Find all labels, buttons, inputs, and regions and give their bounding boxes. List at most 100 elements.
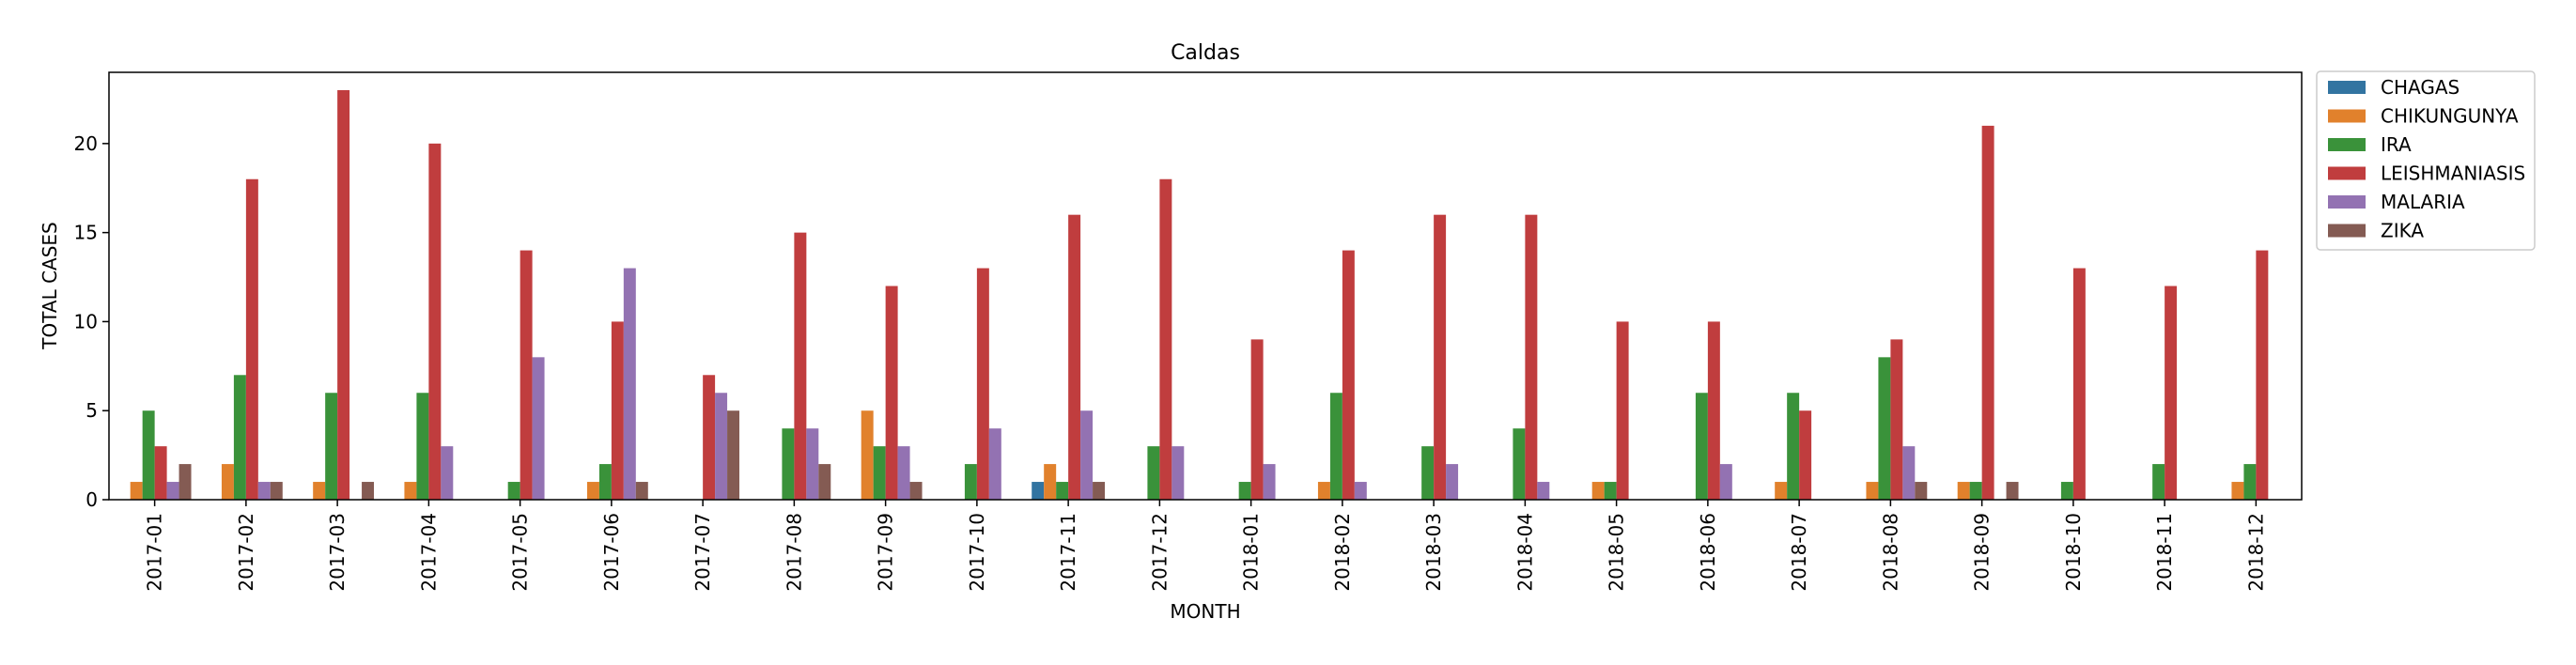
x-tick-label: 2017-12: [1148, 513, 1171, 592]
legend-swatch-zika: [2328, 224, 2366, 238]
bar-zika-2018-09: [2006, 482, 2019, 500]
x-tick-label: 2017-10: [966, 513, 988, 592]
bar-leishmaniasis-2018-12: [2256, 250, 2269, 500]
bar-chikungunya-2018-05: [1591, 482, 1605, 500]
y-tick-label: 20: [74, 132, 98, 155]
bar-ira-2017-12: [1147, 446, 1160, 501]
y-tick-label: 15: [74, 222, 98, 244]
bar-ira-2017-06: [598, 464, 612, 500]
bar-zika-2017-07: [727, 410, 740, 500]
bar-ira-2017-09: [873, 446, 886, 501]
bar-leishmaniasis-2017-09: [885, 286, 898, 500]
bar-malaria-2017-06: [623, 268, 636, 500]
legend: CHAGAS CHIKUNGUNYA IRA LEISHMANIASIS MALARIA…: [2316, 70, 2536, 251]
bar-chikungunya-2018-09: [1957, 482, 1970, 500]
x-tick-label: 2018-03: [1422, 513, 1445, 592]
bar-chikungunya-2017-04: [404, 482, 417, 500]
bar-leishmaniasis-2017-02: [245, 178, 258, 500]
bar-leishmaniasis-2017-05: [520, 250, 533, 500]
legend-frame: [2316, 70, 2536, 251]
bar-zika-2017-02: [270, 482, 283, 500]
bar-chagas-2017-11: [1032, 482, 1045, 500]
x-tick-label: 2017-02: [235, 513, 257, 592]
legend-swatch-chagas: [2328, 81, 2366, 94]
bar-leishmaniasis-2018-08: [1890, 339, 1903, 501]
bar-ira-2018-10: [2060, 482, 2073, 500]
bar-leishmaniasis-2018-02: [1342, 250, 1355, 500]
bar-ira-2018-09: [1969, 482, 1982, 500]
bar-malaria-2018-01: [1263, 464, 1276, 500]
bar-ira-2017-02: [233, 375, 246, 500]
bar-leishmaniasis-2018-09: [1981, 125, 1994, 501]
x-tick-label: 2017-03: [326, 513, 349, 592]
bar-ira-2017-05: [507, 482, 520, 500]
bar-chikungunya-2017-06: [586, 482, 599, 500]
bar-ira-2018-03: [1421, 446, 1435, 501]
y-tick-label: 0: [85, 488, 98, 511]
bar-malaria-2017-08: [806, 428, 819, 500]
bar-malaria-2018-06: [1719, 464, 1732, 500]
x-tick-label: 2018-06: [1697, 513, 1719, 592]
y-tick-label: 10: [74, 310, 98, 332]
bar-leishmaniasis-2018-11: [2165, 286, 2178, 500]
bar-malaria-2017-10: [988, 428, 1001, 500]
x-tick-label: 2018-09: [1971, 513, 1994, 592]
bar-zika-2017-01: [178, 464, 192, 500]
bar-chikungunya-2018-07: [1775, 482, 1788, 500]
bar-zika-2017-08: [818, 464, 831, 500]
bar-chikungunya-2017-01: [130, 482, 143, 500]
legend-label-chikungunya: CHIKUNGUNYA: [2381, 105, 2519, 128]
bar-ira-2017-11: [1056, 482, 1069, 500]
bar-ira-2018-06: [1695, 393, 1708, 500]
bar-leishmaniasis-2017-07: [703, 375, 716, 500]
chart-title: Caldas: [1171, 41, 1240, 65]
bar-ira-2018-05: [1604, 482, 1617, 500]
bar-chikungunya-2017-11: [1044, 464, 1057, 500]
bar-ira-2018-07: [1787, 393, 1800, 500]
legend-swatch-malaria: [2328, 195, 2366, 209]
x-tick-label: 2018-02: [1331, 513, 1354, 592]
bar-malaria-2017-09: [897, 446, 910, 501]
bar-malaria-2017-05: [532, 357, 545, 500]
x-axis-label: MONTH: [1170, 600, 1240, 623]
legend-swatch-ira: [2328, 138, 2366, 151]
bars-layer: [130, 89, 2269, 501]
bar-ira-2017-04: [416, 393, 429, 500]
bar-leishmaniasis-2018-06: [1707, 321, 1720, 500]
bar-zika-2017-11: [1093, 482, 1106, 500]
x-tick-label: 2018-01: [1240, 513, 1263, 592]
bar-chikungunya-2017-09: [861, 410, 874, 500]
bar-chikungunya-2017-02: [221, 464, 234, 500]
legend-swatch-chikungunya: [2328, 109, 2366, 123]
x-axis: 2017-01 2017-02 2017-03 2017-04 2017-05 2017-…: [144, 500, 2267, 592]
bar-malaria-2018-04: [1537, 482, 1550, 500]
x-tick-label: 2018-11: [2153, 513, 2176, 592]
legend-swatch-leishmaniasis: [2328, 166, 2366, 180]
bar-malaria-2017-07: [715, 393, 728, 500]
y-tick-label: 5: [85, 399, 98, 422]
y-axis-label: TOTAL CASES: [39, 222, 61, 349]
bar-chikungunya-2018-08: [1866, 482, 1879, 500]
x-tick-label: 2017-05: [509, 513, 532, 592]
bar-zika-2017-03: [362, 482, 375, 500]
legend-label-ira: IRA: [2381, 133, 2412, 156]
legend-label-malaria: MALARIA: [2381, 191, 2465, 213]
bar-leishmaniasis-2018-10: [2072, 268, 2086, 500]
x-tick-label: 2017-08: [783, 513, 805, 592]
bar-chikungunya-2018-02: [1317, 482, 1330, 500]
bar-ira-2017-01: [142, 410, 155, 500]
bar-leishmaniasis-2017-01: [154, 446, 167, 501]
bar-chikungunya-2018-12: [2231, 482, 2244, 500]
bar-leishmaniasis-2017-08: [794, 232, 807, 501]
bar-zika-2018-08: [1915, 482, 1928, 500]
bar-ira-2018-01: [1238, 482, 1251, 500]
bar-leishmaniasis-2017-12: [1159, 178, 1172, 500]
bar-ira-2018-02: [1329, 393, 1342, 500]
bar-leishmaniasis-2017-06: [611, 321, 624, 500]
bar-ira-2018-04: [1513, 428, 1526, 500]
bar-malaria-2017-01: [166, 482, 179, 500]
bar-leishmaniasis-2018-04: [1525, 214, 1538, 501]
bar-ira-2017-03: [325, 393, 338, 500]
x-tick-label: 2017-07: [691, 513, 714, 592]
